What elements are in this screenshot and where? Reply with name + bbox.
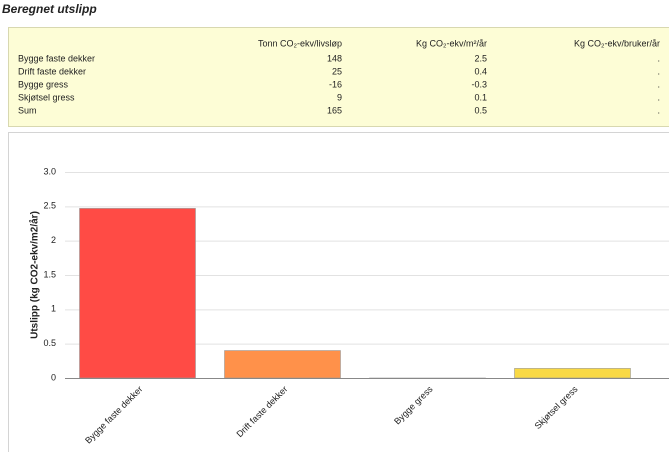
table-header: Tonn CO₂-ekv/livsløp (258, 38, 342, 48)
table-cell: 0.5 (474, 105, 487, 115)
y-tick-label: 3.0 (43, 166, 56, 176)
heading: Beregnet utslipp (2, 2, 97, 16)
y-tick-label: 1 (51, 304, 56, 314)
bar (224, 350, 341, 378)
table-panel (8, 27, 669, 127)
y-tick-label: 2 (51, 235, 56, 245)
bar (514, 368, 631, 378)
bar (79, 208, 196, 378)
table-cell: . (657, 79, 660, 89)
table-header: Kg CO₂-ekv/bruker/år (574, 38, 660, 48)
row-label: Skjøtsel gress (18, 92, 75, 102)
row-label: Bygge faste dekker (18, 53, 95, 63)
table-cell: . (657, 66, 660, 76)
row-label: Drift faste dekker (18, 66, 86, 76)
table-cell: 165 (327, 105, 342, 115)
table-cell: 148 (327, 53, 342, 63)
row-label: Bygge gress (18, 79, 69, 89)
table-cell: 0.1 (474, 92, 487, 102)
table-cell: 2.5 (474, 53, 487, 63)
y-tick-label: 0 (51, 372, 56, 382)
table-cell: . (657, 105, 660, 115)
y-tick-label: 2.5 (43, 201, 56, 211)
table-cell: . (657, 92, 660, 102)
table-cell: 9 (337, 92, 342, 102)
y-tick-label: 0.5 (43, 338, 56, 348)
y-tick-label: 1.5 (43, 269, 56, 279)
y-axis-title: Utslipp (kg CO2-ekv/m2/år) (29, 211, 41, 339)
row-label: Sum (18, 105, 37, 115)
table-cell: . (657, 53, 660, 63)
table-cell: 0.4 (474, 66, 487, 76)
plot-area (79, 208, 631, 378)
table-cell: -0.3 (471, 79, 487, 89)
table-header: Kg CO₂-ekv/m²/år (416, 38, 487, 48)
table-cell: 25 (332, 66, 342, 76)
table-cell: -16 (329, 79, 342, 89)
